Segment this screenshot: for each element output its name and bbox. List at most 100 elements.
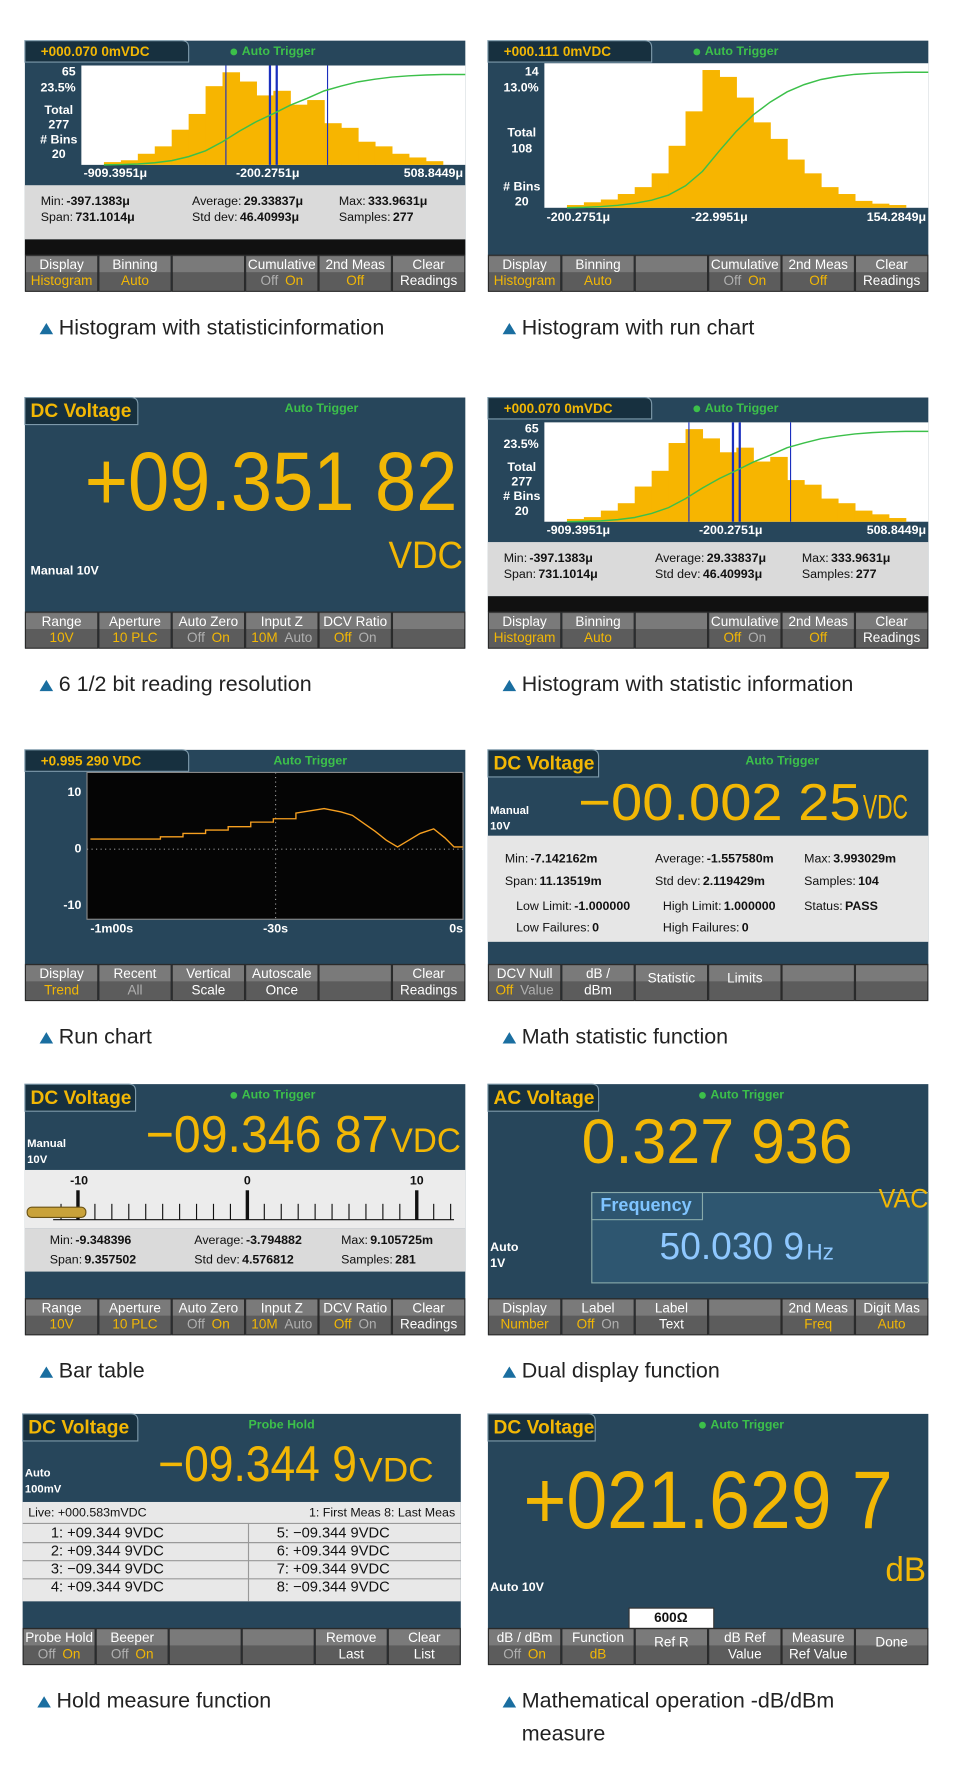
softkey-label: Ref R bbox=[654, 1635, 689, 1650]
hist-bar bbox=[307, 100, 325, 165]
softkey-label: Display bbox=[502, 614, 547, 629]
screen-text: 0 bbox=[74, 842, 81, 856]
softkey-option: Off bbox=[495, 982, 513, 997]
softkey-label: Display bbox=[39, 257, 84, 272]
screen-text: +021.629 7 bbox=[523, 1455, 892, 1546]
softkey-option: Auto bbox=[584, 630, 612, 645]
screen-text: -22.9951μ bbox=[691, 210, 748, 224]
softkey-label: Range bbox=[42, 614, 82, 629]
softkey-shine bbox=[856, 1629, 928, 1646]
screen-text: 6: +09.344 9VDC bbox=[277, 1544, 390, 1560]
trigger-dot bbox=[693, 48, 701, 56]
softkey-shine bbox=[489, 256, 561, 273]
stat-value: -3.794882 bbox=[246, 1233, 302, 1247]
softkey-option: Readings bbox=[863, 630, 920, 645]
screen-foot bbox=[487, 596, 929, 613]
caption: Mathematical operation -dB/dBm measure bbox=[521, 1689, 835, 1746]
softkey-options: Off bbox=[809, 273, 827, 288]
softkey-option: 10V bbox=[50, 630, 74, 645]
trigger: Auto Trigger bbox=[705, 44, 779, 58]
header: +000.111 0mVDC bbox=[504, 44, 612, 59]
softkey-shine bbox=[246, 965, 318, 982]
stat-label: Span: bbox=[50, 1253, 82, 1267]
softkey-label: 2nd Meas bbox=[325, 257, 385, 272]
header: DC Voltage bbox=[28, 1418, 129, 1439]
softkey-option: List bbox=[414, 1646, 435, 1661]
screen-text: 508.8449μ bbox=[867, 523, 926, 537]
softkey-label: dB / dBm bbox=[497, 1630, 553, 1645]
softkey-options: Readings bbox=[400, 1316, 457, 1331]
hist-bar bbox=[668, 443, 687, 522]
caption-bullet bbox=[502, 679, 517, 692]
hist-bar bbox=[888, 518, 907, 522]
stat-value: 9.105725m bbox=[370, 1233, 433, 1247]
softkey-option: On bbox=[212, 630, 230, 645]
stat: Std dev: 4.576812 bbox=[194, 1253, 294, 1267]
stat-label: Samples: bbox=[341, 1253, 393, 1267]
hist-bar bbox=[702, 70, 720, 208]
softkey-label: 2nd Meas bbox=[788, 257, 848, 272]
screen-text: 4: +09.344 9VDC bbox=[51, 1580, 164, 1596]
hist-bar bbox=[256, 95, 274, 165]
screen-text: VDC bbox=[359, 1452, 434, 1490]
hist-bar bbox=[770, 456, 788, 522]
softkey-options: Off Value bbox=[495, 982, 553, 997]
softkey-shine bbox=[782, 256, 854, 273]
softkey-label: Digit Mas bbox=[863, 1300, 920, 1315]
hist-bar bbox=[634, 187, 653, 208]
hist-bar bbox=[804, 484, 822, 522]
stat: Average: -3.794882 bbox=[194, 1233, 302, 1247]
stat: Samples: 104 bbox=[804, 874, 879, 888]
screen-text: -909.3951μ bbox=[84, 166, 147, 180]
softkey-option: On bbox=[62, 1646, 80, 1661]
stat: Max: 3.993029m bbox=[804, 852, 896, 866]
softkey-options: Off On bbox=[723, 273, 766, 288]
trigger: Auto Trigger bbox=[710, 1417, 784, 1431]
screen-text: 20 bbox=[515, 194, 529, 208]
hist-bar bbox=[787, 159, 805, 208]
stat: Average: -1.557580m bbox=[655, 852, 774, 866]
screen: +000.070 0mVDC Auto Trigger6523.5%Total27… bbox=[487, 396, 929, 649]
softkey-shine bbox=[562, 965, 634, 982]
hist-bar bbox=[600, 199, 619, 208]
softkey-shine bbox=[562, 613, 634, 630]
stat-label: Low Limit: bbox=[516, 899, 572, 913]
softkey-option: Auto bbox=[121, 273, 149, 288]
softkey-shine bbox=[489, 613, 561, 630]
caption-bullet bbox=[502, 1366, 517, 1378]
softkey-options: 10 PLC bbox=[112, 1316, 157, 1331]
softkey-shine bbox=[99, 256, 171, 273]
caption: Math statistic function bbox=[521, 1025, 729, 1050]
screen-text: 0.327 936 bbox=[582, 1107, 853, 1177]
hist-bar bbox=[888, 205, 907, 208]
softkey-label: Done bbox=[875, 1635, 907, 1650]
stat-label: Max: bbox=[341, 1233, 368, 1247]
softkey-label: Clear bbox=[408, 1630, 441, 1645]
caption-bullet bbox=[502, 322, 517, 335]
softkey-option: On bbox=[528, 1646, 546, 1661]
header: +000.070 0mVDC bbox=[504, 401, 613, 416]
softkey-option: Freq bbox=[804, 1316, 832, 1331]
hist-bar bbox=[617, 503, 636, 522]
softkey-label: Binning bbox=[575, 614, 620, 629]
screen: DC Voltage Probe Hold Auto 100mV −09.344 9 VD… bbox=[22, 1413, 461, 1666]
stat: Samples: 277 bbox=[802, 567, 877, 581]
stat-label: Min: bbox=[504, 551, 527, 565]
softkey-option: Text bbox=[659, 1316, 684, 1331]
softkey-shine bbox=[172, 1299, 244, 1316]
caption: Dual display function bbox=[521, 1359, 720, 1384]
hist-bar bbox=[566, 518, 585, 522]
meter-box bbox=[24, 1169, 466, 1229]
hist-bar bbox=[341, 127, 359, 165]
softkey-label: Recent bbox=[114, 966, 157, 981]
hist-bar bbox=[137, 153, 156, 165]
cumulative-line bbox=[566, 430, 929, 523]
screen-text: 23.5% bbox=[504, 437, 539, 451]
screen-text: -1m00s bbox=[90, 922, 133, 936]
caption-bullet bbox=[39, 1366, 54, 1378]
softkey-option: dB bbox=[590, 1646, 607, 1661]
hist-bar bbox=[425, 161, 444, 165]
hist-bar bbox=[374, 146, 393, 165]
softkey-option: Off bbox=[334, 630, 352, 645]
softkey-option: 10 PLC bbox=[112, 1316, 157, 1331]
